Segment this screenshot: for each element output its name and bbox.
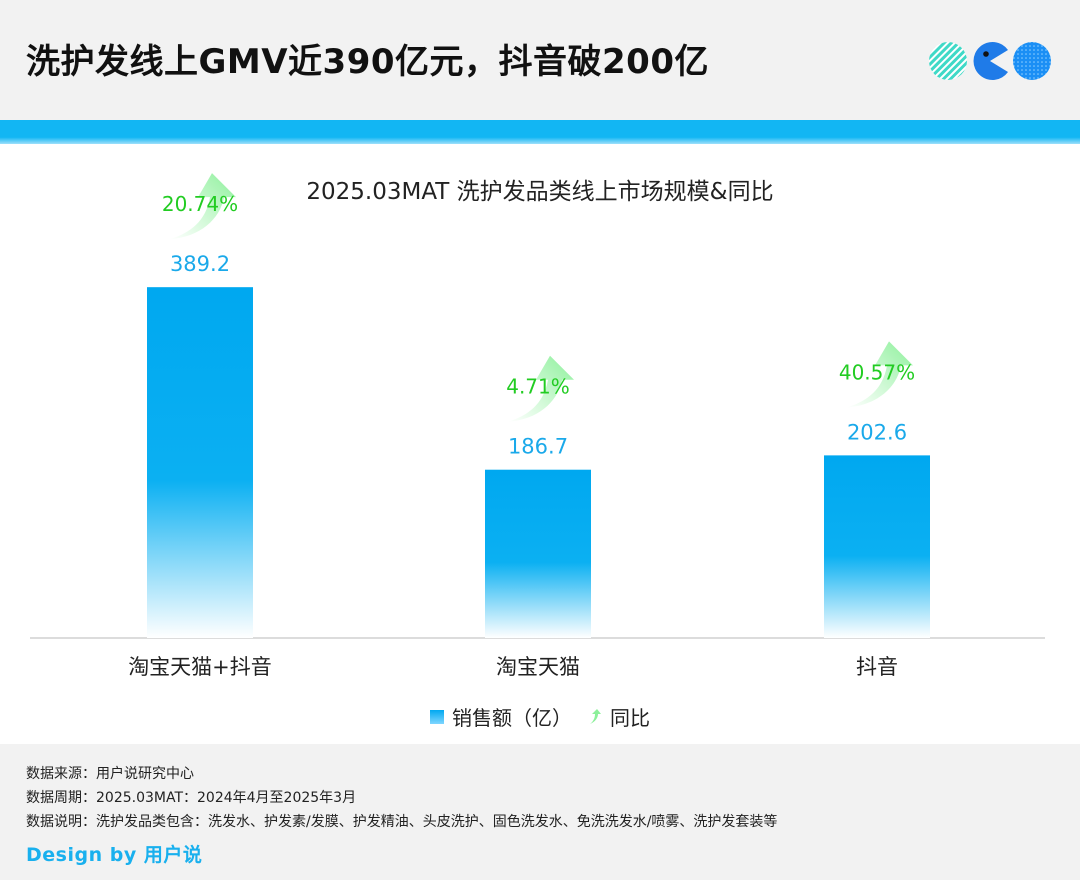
growth-arrow-icon (590, 708, 601, 724)
bar-0 (147, 287, 253, 638)
legend-sales-label: 销售额（亿） (452, 706, 572, 730)
bar-1 (485, 469, 591, 638)
data-note: 数据说明：洗护发品类包含：洗发水、护发素/发膜、护发精油、头皮洗护、固色洗发水、… (26, 814, 778, 830)
page-title: 洗护发线上GMV近390亿元，抖音破200亿 (26, 42, 709, 82)
header: 洗护发线上GMV近390亿元，抖音破200亿 (0, 0, 1080, 120)
brand-credit: Design by 用户说 (26, 844, 203, 866)
brand-logo-icon (929, 42, 1051, 80)
legend-yoy-label: 同比 (610, 706, 650, 730)
chart-title: 2025.03MAT 洗护发品类线上市场规模&同比 (306, 179, 774, 205)
legend-item-yoy: 同比 (572, 702, 650, 731)
data-period: 数据周期：2025.03MAT：2024年4月至2025年3月 (26, 790, 357, 806)
category-label-2: 抖音 (856, 655, 898, 679)
category-label-1: 淘宝天猫 (496, 655, 580, 679)
category-label-0: 淘宝天猫+抖音 (128, 655, 272, 679)
yoy-label-2: 40.57% (839, 360, 915, 384)
legend: 销售额（亿） 同比 (0, 702, 1080, 731)
value-label-0: 389.2 (170, 252, 230, 276)
growth-arrow-0 (170, 173, 236, 240)
data-source: 数据来源：用户说研究中心 (26, 766, 194, 782)
footer-notes: 数据来源：用户说研究中心 数据周期：2025.03MAT：2024年4月至202… (26, 762, 777, 834)
growth-arrow-2 (847, 341, 913, 408)
value-label-2: 202.6 (847, 420, 907, 444)
bar-chart: 389.2 20.74% 淘宝天猫+抖音 186.7 4.71% 淘宝天猫 202.6 40.… (30, 173, 1045, 679)
growth-arrow-1 (508, 355, 574, 422)
bar-2 (824, 455, 930, 638)
yoy-label-1: 4.71% (506, 375, 570, 399)
yoy-label-0: 20.74% (162, 192, 238, 216)
legend-swatch-icon (430, 709, 444, 724)
legend-item-sales: 销售额（亿） (430, 702, 572, 731)
value-label-1: 186.7 (508, 435, 568, 459)
header-band (0, 120, 1080, 144)
